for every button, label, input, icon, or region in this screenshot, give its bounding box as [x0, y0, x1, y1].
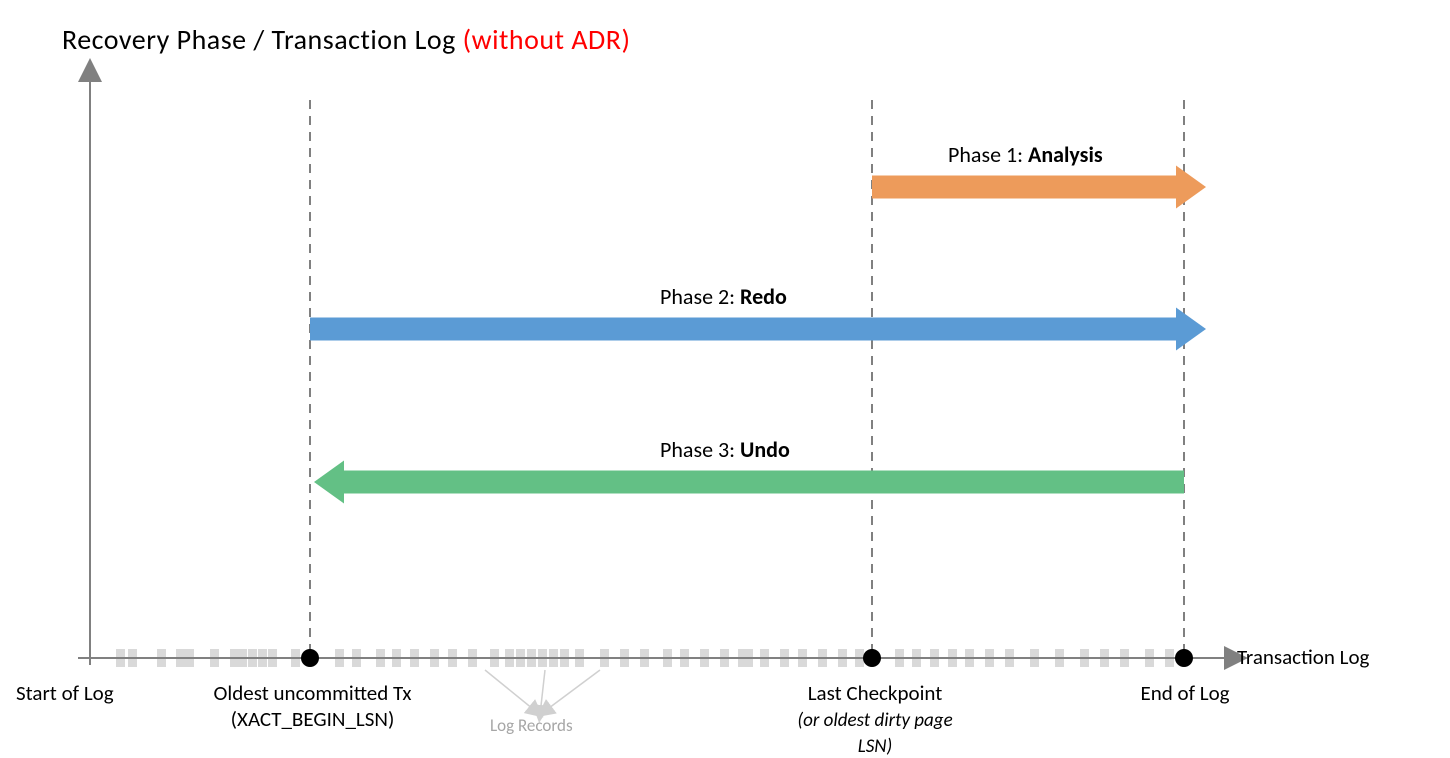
phase1-bold: Analysis: [1028, 141, 1103, 168]
oldest-line1: Oldest uncommitted Tx: [214, 680, 412, 706]
diagram-container: Recovery Phase / Transaction Log (withou…: [0, 0, 1450, 756]
oldest-uncommitted-label: Oldest uncommitted Tx (XACT_BEGIN_LSN): [190, 680, 435, 732]
end-of-log-label: End of Log: [1120, 680, 1250, 706]
phase2-bold: Redo: [740, 283, 787, 310]
checkpoint-line1: Last Checkpoint: [808, 680, 943, 706]
diagram-svg: [0, 0, 1450, 756]
log-records-label: Log Records: [490, 715, 573, 736]
phase3-label: Phase 3: Undo: [660, 436, 790, 463]
phase3-bold: Undo: [740, 436, 790, 463]
phase2-prefix: Phase 2:: [660, 283, 740, 310]
oldest-line2: (XACT_BEGIN_LSN): [231, 706, 395, 732]
last-checkpoint-label: Last Checkpoint (or oldest dirty page LS…: [770, 680, 980, 758]
phase2-label: Phase 2: Redo: [660, 283, 787, 310]
phase1-label: Phase 1: Analysis: [948, 141, 1103, 168]
x-axis-label: Transaction Log: [1237, 644, 1369, 670]
phase3-prefix: Phase 3:: [660, 436, 740, 463]
phase1-prefix: Phase 1:: [948, 141, 1028, 168]
start-of-log-label: Start of Log: [16, 680, 114, 706]
checkpoint-line2: (or oldest dirty page: [797, 709, 952, 732]
checkpoint-line3: LSN): [858, 735, 893, 758]
